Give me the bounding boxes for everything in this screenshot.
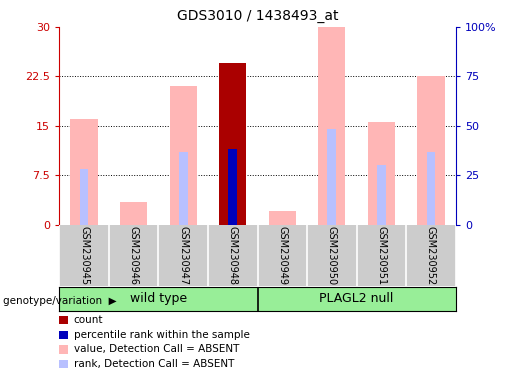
Bar: [269, 212, 296, 225]
Text: GSM230945: GSM230945: [79, 227, 89, 286]
Bar: [228, 149, 237, 225]
Text: wild type: wild type: [130, 293, 187, 305]
Bar: [328, 129, 336, 225]
Bar: [318, 27, 346, 225]
Text: GSM230952: GSM230952: [426, 227, 436, 286]
Text: GSM230947: GSM230947: [178, 227, 188, 286]
Title: GDS3010 / 1438493_at: GDS3010 / 1438493_at: [177, 9, 338, 23]
Text: rank, Detection Call = ABSENT: rank, Detection Call = ABSENT: [74, 359, 234, 369]
Text: value, Detection Call = ABSENT: value, Detection Call = ABSENT: [74, 344, 239, 354]
Text: genotype/variation  ▶: genotype/variation ▶: [3, 296, 116, 306]
Bar: [79, 169, 89, 225]
Bar: [71, 119, 98, 225]
Bar: [377, 166, 386, 225]
Bar: [179, 152, 187, 225]
Bar: [368, 122, 395, 225]
Bar: [417, 76, 444, 225]
Bar: [219, 63, 246, 225]
Text: GSM230951: GSM230951: [376, 227, 386, 286]
Bar: [169, 86, 197, 225]
Text: count: count: [74, 315, 103, 325]
Text: GSM230950: GSM230950: [327, 227, 337, 286]
Text: percentile rank within the sample: percentile rank within the sample: [74, 330, 250, 340]
Text: GSM230948: GSM230948: [228, 227, 238, 285]
Text: GSM230946: GSM230946: [129, 227, 139, 285]
Text: GSM230949: GSM230949: [277, 227, 287, 285]
Bar: [120, 202, 147, 225]
Text: PLAGL2 null: PLAGL2 null: [319, 293, 394, 305]
Bar: [426, 152, 436, 225]
